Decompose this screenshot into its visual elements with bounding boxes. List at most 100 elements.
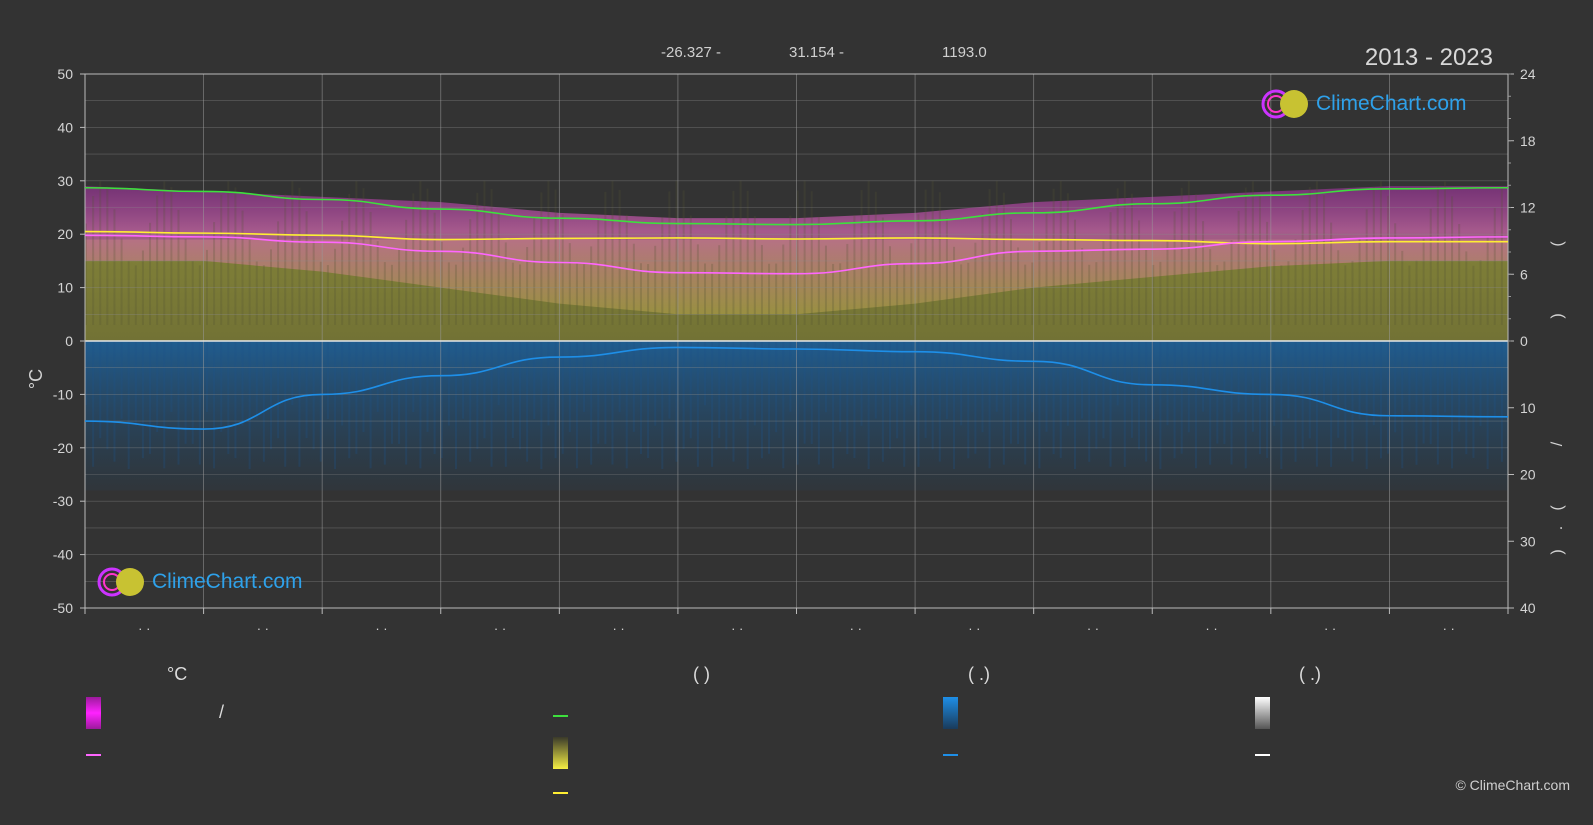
daily-precip-bar (995, 341, 998, 412)
daily-precip-bar (1066, 341, 1069, 426)
daily-precip-bar (1394, 341, 1397, 433)
daily-bar (1429, 208, 1432, 325)
daily-bar (1088, 264, 1091, 325)
daily-bar (326, 265, 329, 325)
daily-precip-bar (419, 341, 422, 469)
daily-bar (269, 249, 272, 325)
daily-bar (1194, 194, 1197, 325)
daily-precip-bar (149, 341, 152, 454)
daily-precip-bar (92, 341, 95, 467)
logo-bottom[interactable]: ClimeChart.com (96, 566, 303, 598)
daily-bar (1415, 260, 1418, 325)
daily-bar (341, 220, 344, 325)
daily-bar (1244, 187, 1247, 325)
x-tick-label: · · (1087, 621, 1099, 636)
daily-bar (1315, 181, 1318, 325)
daily-precip-bar (725, 341, 728, 450)
daily-precip-bar (348, 341, 351, 459)
x-tick-label: · · (375, 621, 387, 636)
daily-bar (454, 264, 457, 325)
daily-bar (291, 181, 294, 325)
daily-bar (1173, 211, 1176, 325)
daily-precip-bar (1408, 341, 1411, 412)
daily-bar (1358, 238, 1361, 325)
daily-bar (618, 189, 621, 325)
daily-bar (1351, 260, 1354, 325)
legend-snow-heading: ( .) (1299, 664, 1321, 684)
daily-precip-bar (689, 341, 692, 439)
daily-precip-bar (1472, 341, 1475, 458)
daily-precip-bar (597, 341, 600, 444)
daily-bar (227, 181, 230, 325)
daily-precip-bar (269, 341, 272, 450)
y-right-tick-label: 24 (1520, 66, 1536, 82)
daily-precip-bar (611, 341, 614, 465)
daily-bar (305, 211, 308, 325)
daily-bar (1308, 187, 1311, 325)
daily-precip-bar (141, 341, 144, 459)
daily-precip-bar (1415, 341, 1418, 465)
x-tick-label: · · (1324, 621, 1336, 636)
daily-precip-bar (1451, 341, 1454, 469)
daily-precip-bar (262, 341, 265, 462)
daily-bar (106, 186, 109, 325)
daily-precip-bar (1294, 341, 1297, 462)
daily-bar (390, 264, 393, 325)
daily-bar (1045, 212, 1048, 325)
daily-precip-bar (298, 341, 301, 467)
daily-bar (846, 243, 849, 325)
legend-temp-heading: °C (167, 664, 188, 684)
y-right-axis-label: ( (1549, 241, 1566, 247)
x-tick-label: · · (731, 621, 743, 636)
daily-bar (1237, 210, 1240, 325)
daily-bar (853, 214, 856, 325)
daily-precip-bar (625, 341, 628, 469)
daily-precip-bar (99, 341, 102, 439)
daily-bar (1258, 194, 1261, 325)
daily-precip-bar (632, 341, 635, 432)
daily-precip-bar (888, 341, 891, 449)
daily-precip-bar (860, 341, 863, 426)
x-tick-label: · · (612, 621, 624, 636)
daily-precip-bar (1052, 341, 1055, 455)
daily-precip-bar (134, 341, 137, 426)
y-left-tick-label: 10 (57, 280, 73, 296)
x-tick-label: · · (968, 621, 980, 636)
daily-precip-bar (113, 341, 116, 462)
y-left-tick-label: 20 (57, 226, 73, 242)
daily-precip-bar (1330, 341, 1333, 467)
daily-bar (376, 241, 379, 325)
daily-bar (234, 187, 237, 325)
daily-bar (632, 243, 635, 325)
daily-bar (1031, 262, 1034, 325)
daily-bar (1465, 251, 1468, 325)
logo-text: ClimeChart.com (152, 570, 303, 593)
daily-bar (1294, 239, 1297, 325)
daily-precip-bar (177, 341, 180, 465)
y-right-tick-label: 20 (1520, 467, 1536, 483)
daily-precip-bar (668, 341, 671, 419)
daily-bar (1301, 210, 1304, 325)
daily-bar (881, 217, 884, 325)
daily-precip-bar (1194, 341, 1197, 469)
daily-precip-bar (575, 341, 578, 469)
daily-bar (931, 180, 934, 325)
daily-precip-bar (981, 341, 984, 433)
daily-precip-bar (1102, 341, 1105, 439)
daily-precip-bar (1337, 341, 1340, 438)
daily-bar (277, 221, 280, 325)
daily-precip-bar (661, 341, 664, 470)
daily-bar (711, 263, 714, 325)
daily-precip-bar (1095, 341, 1098, 449)
daily-bar (134, 265, 137, 325)
daily-precip-bar (241, 341, 244, 426)
logo-top[interactable]: ClimeChart.com (1260, 88, 1467, 120)
daily-precip-bar (191, 341, 194, 444)
y-right-axis-label: ( (1549, 505, 1566, 511)
x-tick-label: · · (257, 621, 269, 636)
daily-bar (462, 247, 465, 325)
daily-bar (1500, 186, 1503, 325)
daily-precip-bar (483, 341, 486, 439)
daily-bar (1095, 262, 1098, 325)
daily-bar (1066, 193, 1069, 325)
